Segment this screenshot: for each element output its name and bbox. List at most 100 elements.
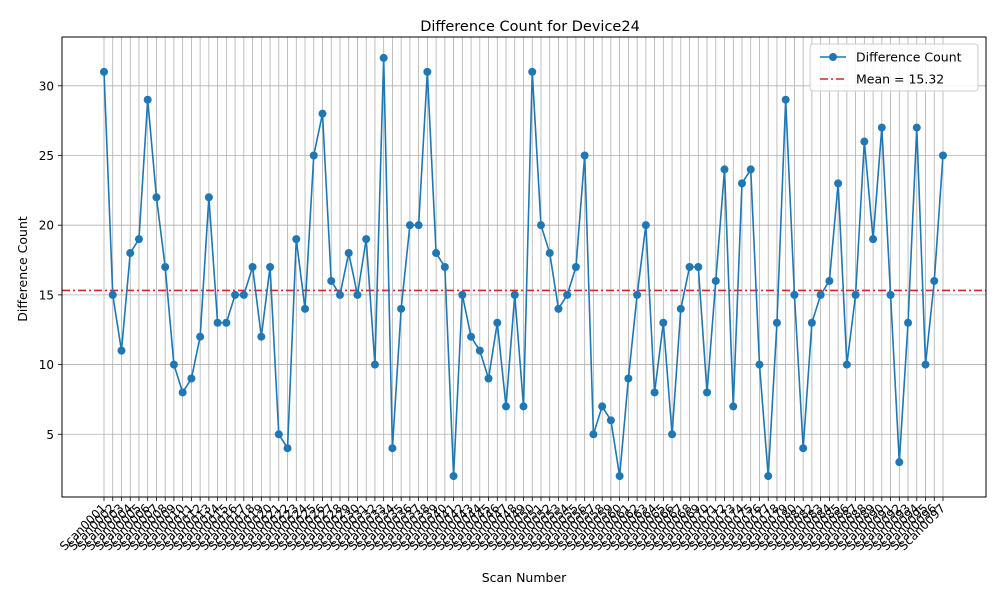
legend-box: [809, 43, 979, 92]
legend: Difference Count Mean = 15.32: [809, 43, 979, 92]
data-point: [309, 151, 318, 160]
data-point: [571, 263, 580, 271]
data-point: [554, 304, 563, 313]
data-point: [231, 290, 240, 299]
data-point: [668, 430, 677, 439]
data-point: [624, 374, 633, 383]
data-point: [126, 249, 135, 258]
x-axis: Scan0001Scan0002Scan0003Scan0004Scan0005…: [57, 497, 948, 553]
data-point: [475, 346, 484, 355]
data-point: [292, 235, 301, 244]
data-point: [152, 193, 161, 202]
data-point: [493, 318, 502, 327]
data-point: [405, 221, 414, 230]
data-point: [939, 151, 947, 160]
data-point: [869, 235, 878, 244]
data-point: [370, 360, 379, 369]
data-point: [904, 318, 913, 327]
data-point: [563, 290, 572, 299]
data-point: [598, 402, 607, 411]
data-point: [353, 290, 362, 299]
data-point: [877, 123, 886, 132]
data-point: [650, 388, 659, 397]
data-point: [335, 290, 344, 299]
data-point: [772, 318, 781, 327]
data-point: [414, 221, 423, 230]
data-point: [502, 402, 511, 411]
y-tick-label: 20: [39, 219, 54, 233]
data-point: [178, 388, 187, 397]
data-point: [737, 179, 746, 188]
data-point: [239, 290, 248, 299]
data-point: [484, 374, 493, 383]
data-point: [606, 416, 615, 425]
y-tick-label: 25: [39, 149, 54, 163]
data-point: [790, 290, 799, 299]
data-point: [755, 360, 764, 369]
data-point: [266, 263, 275, 271]
data-point: [886, 290, 895, 299]
data-point: [397, 304, 406, 313]
data-point: [536, 221, 545, 230]
chart-title: Difference Count for Device24: [420, 19, 640, 35]
data-point: [458, 290, 467, 299]
data-point: [117, 346, 126, 355]
y-axis: 5 10 15 20 25 30: [39, 79, 62, 442]
data-point: [204, 193, 213, 202]
data-point: [187, 374, 196, 383]
data-point: [912, 123, 921, 132]
data-point: [580, 151, 589, 160]
data-point: [930, 276, 939, 285]
series-group: [100, 53, 947, 481]
data-point: [274, 430, 283, 439]
data-point: [720, 165, 729, 174]
data-point: [362, 235, 371, 244]
y-tick-label: 30: [39, 79, 54, 93]
data-point: [440, 263, 449, 271]
data-point: [615, 472, 624, 481]
data-point: [659, 318, 668, 327]
data-point: [449, 472, 458, 481]
data-point: [781, 95, 790, 104]
data-point: [344, 249, 353, 258]
data-point: [860, 137, 869, 146]
y-tick-label: 5: [46, 428, 54, 442]
data-point: [825, 276, 834, 285]
data-point: [432, 249, 441, 258]
plot-area-frame: [61, 36, 987, 498]
data-point: [816, 290, 825, 299]
data-point: [108, 290, 117, 299]
data-point: [379, 53, 388, 62]
data-point: [703, 388, 712, 397]
data-point: [257, 332, 266, 341]
data-point: [318, 109, 327, 118]
data-point: [641, 221, 650, 230]
data-point: [423, 67, 432, 76]
data-point: [799, 444, 808, 453]
data-point: [467, 332, 476, 341]
data-point: [851, 290, 860, 299]
data-point: [143, 95, 152, 104]
data-point: [676, 304, 685, 313]
data-point: [134, 235, 143, 244]
data-point: [388, 444, 397, 453]
data-point: [633, 290, 642, 299]
data-point: [921, 360, 930, 369]
x-axis-label: Scan Number: [482, 570, 567, 585]
data-point: [589, 430, 598, 439]
data-point: [196, 332, 205, 341]
data-point: [519, 402, 528, 411]
data-point: [694, 263, 703, 271]
data-point: [895, 458, 904, 467]
y-tick-label: 15: [39, 288, 54, 302]
data-point: [685, 263, 694, 271]
data-point: [100, 67, 108, 76]
data-point: [807, 318, 816, 327]
y-tick-label: 10: [39, 358, 54, 372]
data-point: [510, 290, 519, 299]
data-point: [248, 263, 257, 271]
legend-series-label: Difference Count: [856, 50, 962, 65]
data-point: [161, 263, 170, 271]
